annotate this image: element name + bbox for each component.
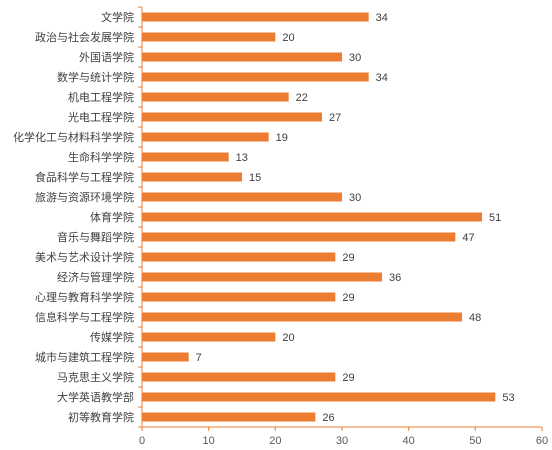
x-tick-label: 0 <box>139 435 145 447</box>
data-label: 26 <box>322 412 334 424</box>
category-label: 体育学院 <box>90 210 134 224</box>
category-label: 美术与艺术设计学院 <box>35 250 134 264</box>
bar <box>142 212 482 222</box>
bar <box>142 12 369 22</box>
data-label: 7 <box>196 352 202 364</box>
bar <box>142 272 382 282</box>
category-label: 信息科学与工程学院 <box>35 310 134 324</box>
category-label: 初等教育学院 <box>68 410 134 424</box>
data-label: 30 <box>349 192 361 204</box>
data-label: 27 <box>329 112 341 124</box>
data-label: 34 <box>376 12 388 24</box>
bar <box>142 372 336 382</box>
data-label: 19 <box>276 132 288 144</box>
x-tick-label: 50 <box>469 435 481 447</box>
x-tick-label: 10 <box>203 435 215 447</box>
category-label: 经济与管理学院 <box>57 270 134 284</box>
bar <box>142 132 269 142</box>
bar <box>142 332 276 342</box>
data-label: 30 <box>349 52 361 64</box>
data-label: 34 <box>376 72 388 84</box>
data-label: 29 <box>342 292 354 304</box>
bar <box>142 192 342 202</box>
bar <box>142 352 189 362</box>
category-label: 旅游与资源环境学院 <box>35 190 134 204</box>
category-label: 机电工程学院 <box>68 90 134 104</box>
data-label: 53 <box>502 392 514 404</box>
bar <box>142 32 276 42</box>
data-label: 47 <box>462 232 474 244</box>
bar <box>142 112 322 122</box>
data-label: 51 <box>489 212 501 224</box>
bar <box>142 312 462 322</box>
x-tick-label: 30 <box>336 435 348 447</box>
category-label: 城市与建筑工程学院 <box>35 350 134 364</box>
category-label: 食品科学与工程学院 <box>35 170 134 184</box>
category-label: 数学与统计学院 <box>57 70 134 84</box>
x-tick-label: 20 <box>269 435 281 447</box>
category-label: 传媒学院 <box>90 330 134 344</box>
category-label: 化学化工与材料科学学院 <box>13 130 134 144</box>
data-label: 36 <box>389 272 401 284</box>
category-label: 心理与教育科学学院 <box>35 290 134 304</box>
category-label: 文学院 <box>101 10 134 24</box>
bar <box>142 392 496 402</box>
bar <box>142 292 336 302</box>
bar <box>142 72 369 82</box>
x-tick-label: 40 <box>403 435 415 447</box>
bar <box>142 232 456 242</box>
data-label: 15 <box>249 172 261 184</box>
category-label: 生命科学学院 <box>68 150 134 164</box>
category-label: 音乐与舞蹈学院 <box>57 230 134 244</box>
data-label: 22 <box>296 92 308 104</box>
bar <box>142 152 229 162</box>
data-label: 29 <box>342 372 354 384</box>
category-label: 马克思主义学院 <box>57 370 134 384</box>
bar <box>142 172 242 182</box>
bar <box>142 252 336 262</box>
category-label: 外国语学院 <box>79 50 134 64</box>
category-label: 大学英语教学部 <box>57 390 134 404</box>
data-label: 20 <box>282 32 294 44</box>
bar <box>142 92 289 102</box>
category-label: 政治与社会发展学院 <box>35 30 134 44</box>
data-label: 29 <box>342 252 354 264</box>
x-tick-label: 60 <box>536 435 548 447</box>
bar <box>142 412 316 422</box>
data-label: 48 <box>469 312 481 324</box>
data-label: 20 <box>282 332 294 344</box>
bar <box>142 52 342 62</box>
category-label: 光电工程学院 <box>68 110 134 124</box>
data-label: 13 <box>236 152 248 164</box>
